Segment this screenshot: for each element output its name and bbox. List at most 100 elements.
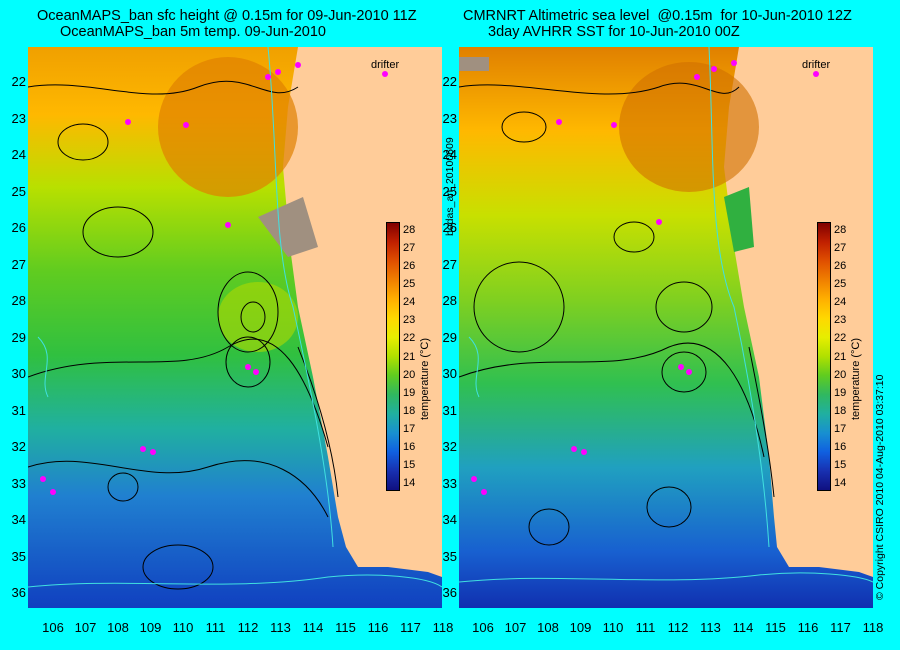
longitude-label: 112: [667, 620, 689, 635]
colorbar-tick-label: 17: [403, 422, 416, 435]
right-drifter-tracks: [471, 60, 737, 495]
copyright-label: © Copyright CSIRO 2010 04-Aug-2010 03:37…: [874, 374, 886, 600]
longitude-label: 111: [205, 620, 226, 635]
longitude-label: 106: [472, 620, 494, 635]
left-colorbar: [386, 222, 400, 491]
colorbar-tick-label: 15: [403, 458, 416, 471]
colorbar-tick-label: 14: [403, 477, 416, 489]
latitude-label: 35: [442, 548, 457, 564]
longitude-label: 115: [335, 620, 356, 635]
latitude-label: 24: [442, 147, 457, 162]
colorbar-tick-label: 25: [403, 278, 416, 291]
longitude-label: 110: [602, 620, 624, 635]
right-map-svg: [459, 47, 873, 608]
colorbar-tick-label: 18: [403, 404, 416, 417]
latitude-label: 25: [11, 183, 26, 199]
latitude-label: 22: [442, 74, 457, 89]
longitude-label: 106: [42, 620, 64, 635]
longitude-label: 116: [367, 620, 389, 635]
latitude-label: 30: [442, 366, 457, 381]
latitude-label: 30: [11, 366, 26, 381]
latitude-label: 23: [442, 110, 457, 126]
colorbar-tick-label: 23: [834, 314, 847, 327]
right-drifter-legend-marker: [813, 71, 819, 77]
latitude-label: 33: [442, 475, 457, 491]
left-map-svg: [28, 47, 442, 608]
left-contours: [28, 80, 339, 590]
longitude-label: 107: [504, 620, 527, 635]
left-title-line1: OceanMAPS_ban sfc height @ 0.15m for 09-…: [37, 8, 417, 24]
right-drifter-label: drifter: [802, 59, 831, 71]
colorbar-tick-label: 15: [834, 458, 847, 471]
latitude-label: 26: [11, 220, 26, 235]
latitude-label: 34: [11, 512, 26, 527]
colorbar-tick-label: 16: [834, 440, 847, 453]
right-title-line2: 3day AVHRR SST for 10-Jun-2010 00Z: [488, 24, 740, 40]
longitude-label: 110: [172, 620, 194, 635]
colorbar-tick-label: 24: [834, 296, 847, 309]
right-bathymetry: [459, 47, 873, 583]
colorbar-tick-label: 27: [834, 242, 847, 255]
latitude-label: 29: [442, 329, 457, 345]
right-title-line1: CMRNRT Altimetric sea level @0.15m for 1…: [463, 8, 852, 24]
left-warm-patch: [158, 57, 298, 197]
longitude-label: 111: [635, 620, 656, 635]
colorbar-tick-label: 22: [834, 332, 847, 345]
latitude-label: 36: [442, 585, 457, 600]
left-title-line2: OceanMAPS_ban 5m temp. 09-Jun-2010: [60, 24, 326, 40]
latitude-label: 28: [11, 293, 26, 308]
left-land-shade: [258, 197, 318, 257]
right-colorbar-unit: temperature (°C): [850, 337, 862, 420]
colorbar-tick-label: 14: [834, 477, 847, 489]
colorbar-tick-label: 19: [403, 386, 416, 399]
latitude-label: 33: [11, 475, 26, 491]
colorbar-tick-label: 21: [834, 350, 847, 363]
longitude-label: 108: [107, 620, 129, 635]
latitude-label: 31: [11, 402, 26, 418]
longitude-label: 118: [862, 620, 884, 635]
left-drifter-legend-marker: [382, 71, 388, 77]
colorbar-tick-label: 25: [834, 278, 847, 291]
colorbar-tick-label: 18: [834, 404, 847, 417]
longitude-label: 114: [302, 620, 324, 635]
left-bathymetry: [28, 47, 442, 588]
longitude-label: 115: [765, 620, 786, 635]
longitude-label: 118: [432, 620, 454, 635]
longitude-label: 114: [732, 620, 754, 635]
latitude-label: 31: [442, 402, 457, 418]
latitude-label: 36: [11, 585, 26, 600]
longitude-label: 117: [830, 620, 851, 635]
latitude-label: 32: [11, 439, 26, 454]
longitude-label: 113: [700, 620, 721, 635]
colorbar-tick-label: 28: [403, 224, 416, 236]
longitude-label: 113: [270, 620, 291, 635]
latitude-label: 22: [11, 74, 26, 89]
longitude-label: 112: [237, 620, 259, 635]
right-map-panel[interactable]: drifter: [459, 47, 873, 608]
right-colorbar: [817, 222, 831, 491]
latitude-label: 27: [442, 256, 457, 272]
left-eddy-patch: [218, 282, 298, 352]
colorbar-tick-label: 26: [834, 260, 847, 273]
colorbar-tick-label: 26: [403, 260, 416, 273]
right-land-shade: [459, 57, 489, 71]
colorbar-tick-label: 24: [403, 296, 416, 309]
latitude-label: 29: [11, 329, 26, 345]
left-map-panel[interactable]: drifter: [28, 47, 442, 608]
right-warm-patch: [619, 62, 759, 192]
longitude-label: 109: [569, 620, 592, 635]
right-contours: [459, 82, 775, 546]
latitude-label: 24: [11, 147, 26, 162]
colorbar-tick-label: 16: [403, 440, 416, 453]
longitude-label: 117: [400, 620, 421, 635]
colorbar-tick-label: 20: [834, 368, 847, 381]
longitude-label: 108: [537, 620, 559, 635]
colorbar-tick-label: 27: [403, 242, 416, 255]
latitude-label: 28: [442, 293, 457, 308]
left-drifter-tracks: [40, 62, 301, 495]
latitude-label: 35: [11, 548, 26, 564]
left-drifter-label: drifter: [371, 59, 400, 71]
latitude-label: 27: [11, 256, 26, 272]
latitude-label: 23: [11, 110, 26, 126]
longitude-label: 116: [797, 620, 819, 635]
